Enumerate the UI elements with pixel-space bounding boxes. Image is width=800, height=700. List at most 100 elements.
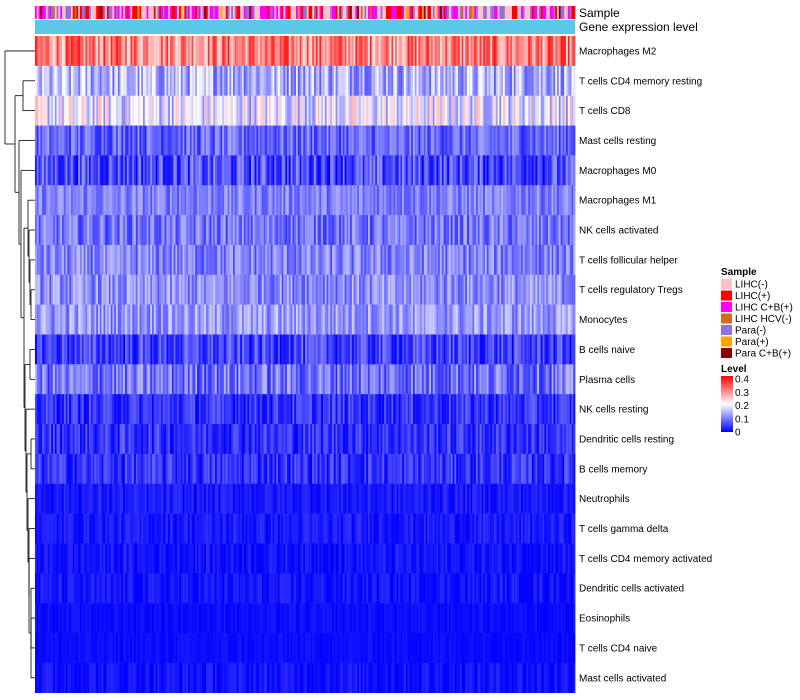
sample-cell [51, 6, 54, 19]
heatmap-cell [80, 334, 83, 365]
heatmap-cell [238, 65, 241, 96]
heatmap-cell [60, 394, 63, 425]
heatmap-cell [463, 244, 466, 276]
heatmap-cell [261, 394, 264, 425]
heatmap-cell [476, 304, 479, 335]
heatmap-cell [413, 334, 416, 365]
heatmap-cell [409, 95, 412, 126]
heatmap-cell [400, 394, 403, 425]
heatmap-cell [429, 155, 432, 186]
heatmap-cell [56, 453, 59, 485]
sample-cell [99, 6, 102, 19]
heatmap-cell [112, 155, 115, 186]
heatmap-cell [179, 215, 182, 246]
heatmap-cell [398, 424, 401, 455]
sample-cell [301, 6, 304, 19]
heatmap-cell [56, 424, 59, 455]
heatmap-cell [344, 36, 347, 67]
heatmap-cell [508, 394, 511, 425]
heatmap-cell [393, 334, 396, 365]
heatmap-cell [296, 215, 299, 246]
heatmap-cell [305, 215, 308, 246]
heatmap-cell [71, 65, 74, 96]
heatmap-cell [319, 453, 322, 485]
heatmap-cell [332, 334, 335, 365]
heatmap-cell [224, 65, 227, 96]
heatmap-cell [474, 36, 477, 67]
heatmap-cell [398, 364, 401, 395]
heatmap-cell [184, 483, 187, 514]
heatmap-cell [180, 155, 183, 186]
heatmap-cell [72, 274, 75, 305]
heatmap-cell [159, 215, 162, 246]
heatmap-cell [485, 274, 488, 305]
heatmap-cell [540, 364, 543, 395]
heatmap-cell [173, 185, 176, 216]
heatmap-cell [186, 155, 189, 186]
heatmap-cell [211, 215, 214, 246]
heatmap-cell [128, 334, 131, 365]
heatmap-cell [420, 125, 423, 156]
heatmap-cell [490, 155, 493, 186]
heatmap-cell [67, 483, 70, 514]
heatmap-cell [468, 274, 471, 305]
heatmap-cell [108, 334, 111, 365]
heatmap-cell [45, 334, 48, 365]
heatmap-cell [503, 65, 506, 96]
heatmap-cell [422, 274, 425, 305]
heatmap-cell [155, 483, 158, 514]
heatmap-cell [348, 125, 351, 156]
heatmap-cell [456, 95, 459, 126]
heatmap-cell [198, 155, 201, 186]
heatmap-cell [186, 244, 189, 276]
heatmap-cell [314, 185, 317, 216]
heatmap-cell [402, 394, 405, 425]
heatmap-cell [305, 304, 308, 335]
heatmap-cell [261, 125, 264, 156]
sample-cell [317, 6, 320, 19]
heatmap-cell [544, 215, 547, 246]
heatmap-cell [126, 244, 129, 276]
heatmap-cell [150, 304, 153, 335]
heatmap-cell [497, 453, 500, 485]
heatmap-cell [476, 274, 479, 305]
heatmap-cell [537, 304, 540, 335]
heatmap-cell [168, 424, 171, 455]
heatmap-cell [375, 244, 378, 276]
heatmap-cell [220, 274, 223, 305]
heatmap-cell [560, 36, 563, 67]
heatmap-cell [105, 424, 108, 455]
heatmap-cell [105, 304, 108, 335]
heatmap-cell [386, 125, 389, 156]
heatmap-cell [490, 364, 493, 395]
heatmap-cell [247, 304, 250, 335]
heatmap-cell [481, 424, 484, 455]
heatmap-cell [60, 244, 63, 276]
heatmap-cell [357, 155, 360, 186]
heatmap-cell [62, 394, 65, 425]
heatmap-cell [74, 453, 77, 485]
heatmap-cell [353, 36, 356, 67]
heatmap-cell [197, 65, 200, 96]
heatmap-cell [161, 334, 164, 365]
heatmap-cell [434, 274, 437, 305]
heatmap-cell [330, 304, 333, 335]
heatmap-cell [200, 394, 203, 425]
heatmap-cell [533, 36, 536, 67]
heatmap-cell [195, 394, 198, 425]
heatmap-cell [278, 453, 281, 485]
heatmap-cell [447, 125, 450, 156]
heatmap-cell [175, 244, 178, 276]
heatmap-cell [144, 215, 147, 246]
heatmap-cell [90, 483, 93, 514]
sample-cell [252, 6, 255, 19]
heatmap-cell [456, 155, 459, 186]
heatmap-cell [186, 274, 189, 305]
heatmap-cell [542, 244, 545, 276]
heatmap-cell [485, 394, 488, 425]
heatmap-cell [571, 125, 574, 156]
heatmap-cell [438, 65, 441, 96]
heatmap-cell [571, 424, 574, 455]
heatmap-cell [215, 304, 218, 335]
heatmap-cell [180, 453, 183, 485]
